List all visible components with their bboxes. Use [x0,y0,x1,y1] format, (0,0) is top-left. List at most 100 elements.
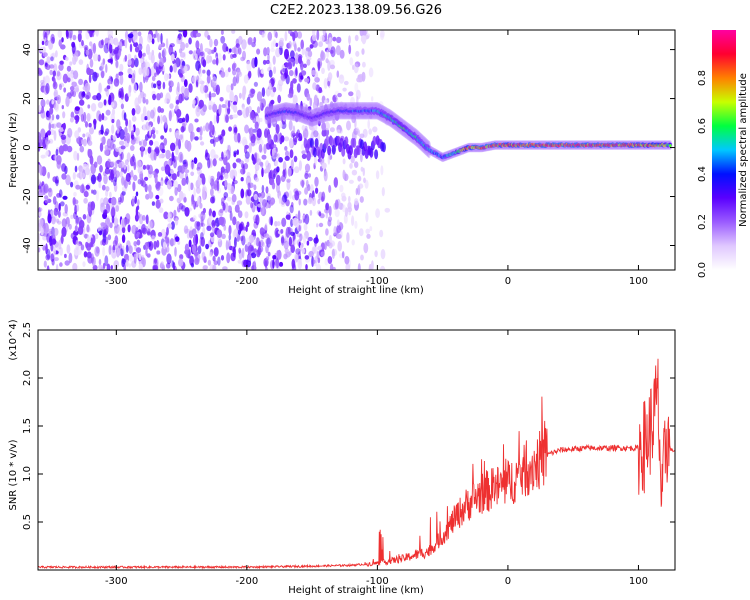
noise-speck [85,167,90,176]
noise-speck [275,174,281,186]
noise-speck [135,191,139,197]
noise-speck [55,114,60,120]
noise-speck [119,63,124,72]
noise-speck [202,189,206,201]
noise-speck [128,84,132,94]
noise-speck [324,99,328,104]
noise-speck [51,216,56,225]
noise-speck [192,244,196,254]
noise-speck [266,237,271,248]
noise-speck [303,63,307,68]
noise-speck [202,265,208,270]
noise-speck [246,96,251,105]
noise-speck [175,137,179,147]
noise-speck [176,37,180,45]
noise-speck [50,242,54,252]
noise-speck [272,86,277,93]
noise-speck [135,135,139,142]
noise-speck [336,224,341,234]
noise-speck [336,36,342,44]
noise-speck [101,39,104,46]
noise-speck [104,87,109,92]
noise-speck [61,218,67,228]
noise-speck [321,67,325,75]
noise-speck [110,161,116,167]
noise-speck [315,263,322,270]
trace-core [669,144,672,148]
noise-speck [221,233,226,239]
noise-speck [267,53,270,62]
noise-speck [127,59,132,66]
noise-speck [116,252,120,258]
noise-speck [100,124,104,135]
noise-speck [212,158,217,167]
noise-speck [62,73,68,84]
noise-speck [120,86,124,98]
noise-speck [200,215,204,227]
noise-speck [207,157,211,169]
noise-speck [353,63,359,74]
noise-speck [98,130,102,136]
noise-speck [157,83,162,90]
noise-speck [264,167,271,174]
noise-speck [278,261,284,267]
noise-speck [124,54,128,62]
noise-speck [129,43,133,53]
noise-speck [190,161,196,171]
noise-speck [137,31,142,37]
noise-speck [199,51,204,57]
noise-speck [151,201,155,206]
noise-speck [283,253,288,260]
noise-speck [209,251,213,257]
noise-speck [45,64,51,71]
noise-speck [296,83,301,93]
snr-ylabel: SNR (10 * v/v) [8,439,19,510]
noise-speck [314,176,319,187]
noise-speck [289,190,292,199]
noise-speck [119,129,125,140]
noise-speck [59,60,64,65]
noise-speck [120,248,124,257]
noise-speck [266,46,270,56]
noise-speck [300,143,305,150]
trace-secondary [327,145,332,156]
noise-speck [109,222,113,229]
noise-speck [104,131,109,136]
noise-speck [110,207,116,218]
noise-speck [98,181,102,189]
noise-speck [114,235,119,245]
noise-speck [58,189,63,198]
noise-speck [292,125,296,136]
noise-speck [152,93,157,101]
noise-speck [89,58,94,68]
noise-speck [229,90,234,102]
noise-speck [124,159,129,166]
spectrogram-ylabel: Frequency (Hz) [8,112,19,188]
noise-speck [168,86,173,93]
noise-speck [241,136,247,147]
noise-speck [84,82,91,93]
noise-speck [241,247,245,259]
noise-speck [287,93,294,99]
noise-speck [305,264,308,270]
noise-speck [241,106,246,115]
noise-speck [178,151,184,163]
noise-speck [371,96,374,102]
noise-speck [155,130,159,135]
noise-speck [58,39,62,47]
noise-speck [269,197,276,205]
noise-speck [312,34,317,41]
noise-speck [291,263,297,270]
noise-speck [210,49,215,54]
noise-speck [158,153,163,159]
noise-speck [304,78,310,83]
noise-speck [233,150,238,155]
noise-speck [261,184,265,193]
noise-speck [136,160,142,169]
noise-speck [119,171,123,178]
noise-speck [109,42,113,54]
noise-speck [85,49,90,56]
noise-speck [140,147,144,158]
noise-speck [197,196,201,206]
noise-speck [207,35,211,40]
